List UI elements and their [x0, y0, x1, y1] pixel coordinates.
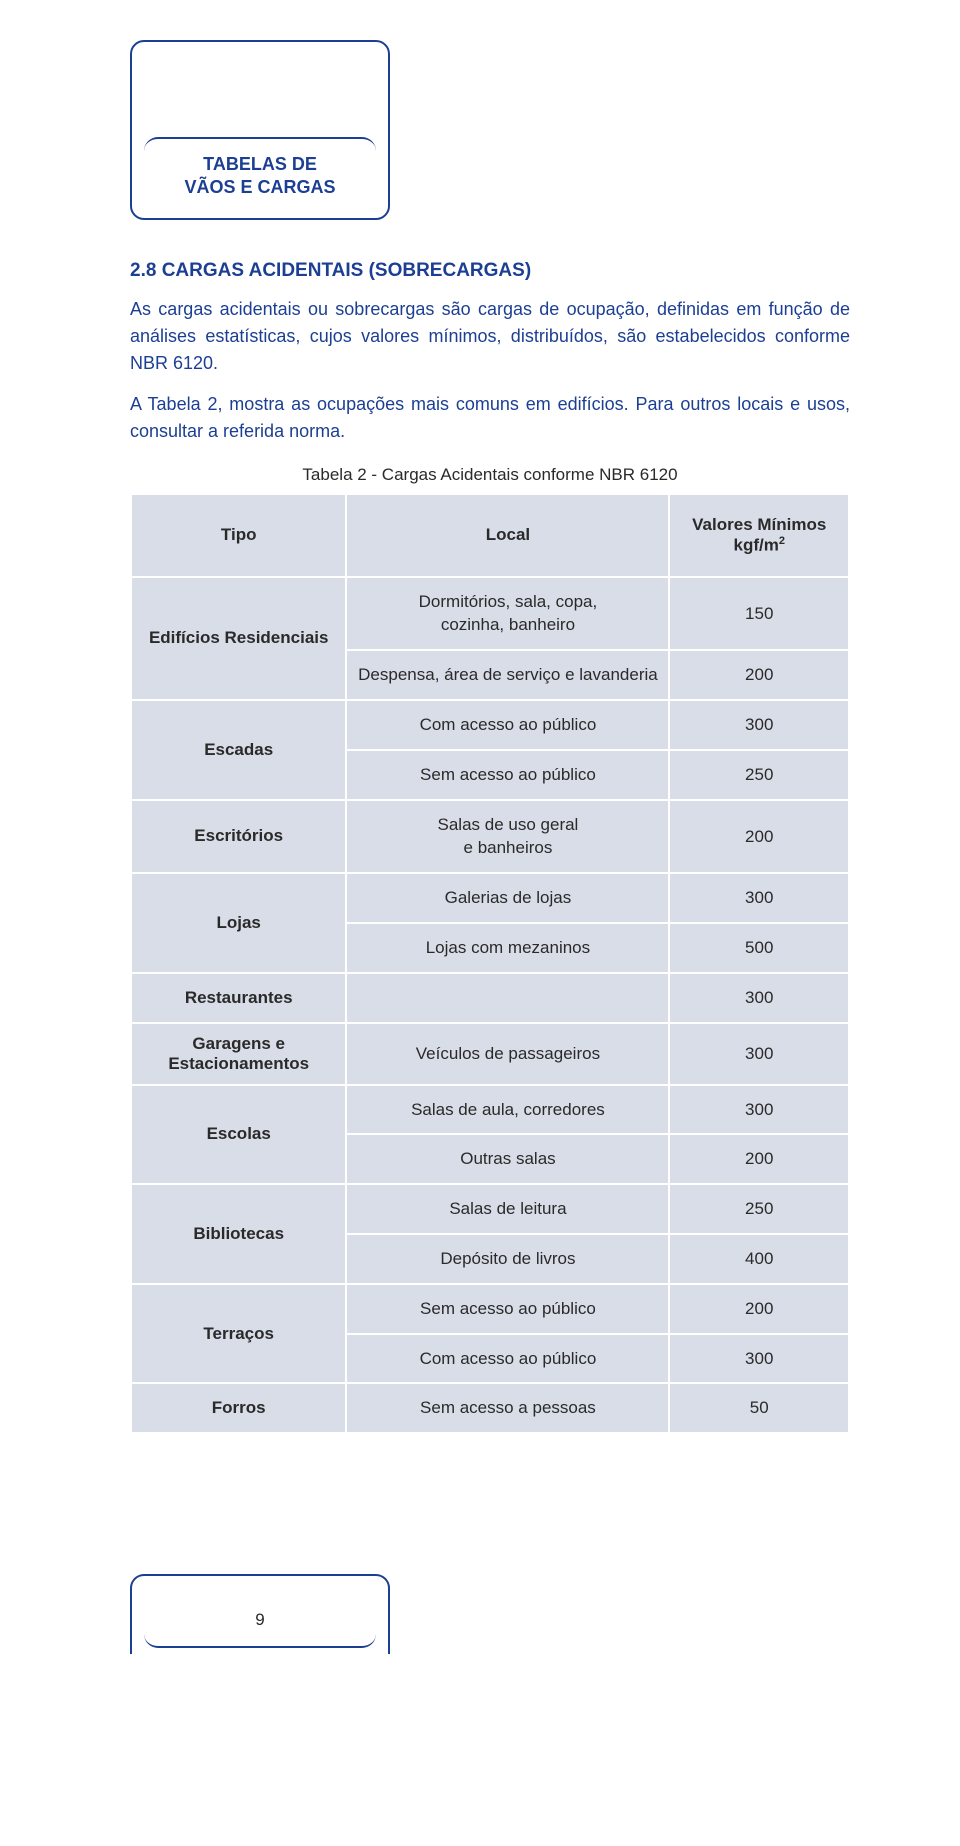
- cell-local: Sem acesso ao público: [346, 1284, 669, 1334]
- footer-tab-box: 9: [130, 1574, 390, 1654]
- cell-value: 200: [669, 1134, 849, 1184]
- section-title: 2.8 CARGAS ACIDENTAIS (SOBRECARGAS): [130, 260, 850, 282]
- cell-tipo: Restaurantes: [131, 973, 346, 1023]
- table-row: Restaurantes 300: [131, 973, 849, 1023]
- cell-local: Lojas com mezaninos: [346, 923, 669, 973]
- cell-tipo: Lojas: [131, 873, 346, 973]
- cell-value: 300: [669, 1334, 849, 1384]
- cell-local: Galerias de lojas: [346, 873, 669, 923]
- table-row: EscritóriosSalas de uso gerale banheiros…: [131, 800, 849, 874]
- table-row: TerraçosSem acesso ao público200: [131, 1284, 849, 1334]
- page-number: 9: [144, 1588, 376, 1648]
- header-line-2: VÃOS E CARGAS: [144, 176, 376, 199]
- table-row: Garagens eEstacionamentosVeículos de pas…: [131, 1023, 849, 1085]
- cell-tipo: Forros: [131, 1383, 346, 1433]
- cell-tipo: Garagens eEstacionamentos: [131, 1023, 346, 1085]
- cell-value: 300: [669, 1023, 849, 1085]
- table-row: Edifícios ResidenciaisDormitórios, sala,…: [131, 577, 849, 651]
- header-line-1: TABELAS DE: [144, 153, 376, 176]
- cell-value: 300: [669, 873, 849, 923]
- table-row: BibliotecasSalas de leitura250: [131, 1184, 849, 1234]
- cell-value: 200: [669, 650, 849, 700]
- cell-value: 300: [669, 700, 849, 750]
- cell-value: 200: [669, 1284, 849, 1334]
- table-row: EscadasCom acesso ao público300: [131, 700, 849, 750]
- paragraph-2: A Tabela 2, mostra as ocupações mais com…: [130, 391, 850, 445]
- cell-value: 400: [669, 1234, 849, 1284]
- cell-local: Outras salas: [346, 1134, 669, 1184]
- cell-local: Salas de aula, corredores: [346, 1085, 669, 1135]
- cell-value: 500: [669, 923, 849, 973]
- cell-tipo: Bibliotecas: [131, 1184, 346, 1284]
- table-body: Edifícios ResidenciaisDormitórios, sala,…: [131, 577, 849, 1434]
- cell-value: 250: [669, 750, 849, 800]
- col-local: Local: [346, 494, 669, 577]
- paragraph-1: As cargas acidentais ou sobrecargas são …: [130, 296, 850, 377]
- col-tipo: Tipo: [131, 494, 346, 577]
- cell-value: 300: [669, 973, 849, 1023]
- header-tab-inner: TABELAS DE VÃOS E CARGAS: [144, 137, 376, 206]
- cell-local: Dormitórios, sala, copa,cozinha, banheir…: [346, 577, 669, 651]
- cell-value: 150: [669, 577, 849, 651]
- cell-local: [346, 973, 669, 1023]
- table-row: EscolasSalas de aula, corredores300: [131, 1085, 849, 1135]
- cell-tipo: Escritórios: [131, 800, 346, 874]
- cell-local: Sem acesso ao público: [346, 750, 669, 800]
- cell-local: Depósito de livros: [346, 1234, 669, 1284]
- cell-local: Salas de leitura: [346, 1184, 669, 1234]
- cell-local: Despensa, área de serviço e lavanderia: [346, 650, 669, 700]
- col-valores-line2: kgf/m: [734, 536, 779, 555]
- page: TABELAS DE VÃOS E CARGAS 2.8 CARGAS ACID…: [0, 0, 960, 1846]
- cell-local: Com acesso ao público: [346, 1334, 669, 1384]
- cell-tipo: Edifícios Residenciais: [131, 577, 346, 700]
- cell-local: Salas de uso gerale banheiros: [346, 800, 669, 874]
- cell-value: 50: [669, 1383, 849, 1433]
- cell-value: 300: [669, 1085, 849, 1135]
- table-row: ForrosSem acesso a pessoas50: [131, 1383, 849, 1433]
- cell-local: Veículos de passageiros: [346, 1023, 669, 1085]
- table-header-row: Tipo Local Valores Mínimos kgf/m2: [131, 494, 849, 577]
- cell-value: 250: [669, 1184, 849, 1234]
- header-tab-box: TABELAS DE VÃOS E CARGAS: [130, 40, 390, 220]
- cell-local: Com acesso ao público: [346, 700, 669, 750]
- cell-tipo: Escadas: [131, 700, 346, 800]
- table-caption: Tabela 2 - Cargas Acidentais conforme NB…: [130, 465, 850, 485]
- col-valores-sup: 2: [779, 535, 785, 547]
- col-valores-line1: Valores Mínimos: [692, 515, 826, 534]
- cell-tipo: Terraços: [131, 1284, 346, 1384]
- cell-local: Sem acesso a pessoas: [346, 1383, 669, 1433]
- table-row: LojasGalerias de lojas300: [131, 873, 849, 923]
- cell-value: 200: [669, 800, 849, 874]
- loads-table: Tipo Local Valores Mínimos kgf/m2 Edifíc…: [130, 493, 850, 1434]
- col-valores: Valores Mínimos kgf/m2: [669, 494, 849, 577]
- cell-tipo: Escolas: [131, 1085, 346, 1185]
